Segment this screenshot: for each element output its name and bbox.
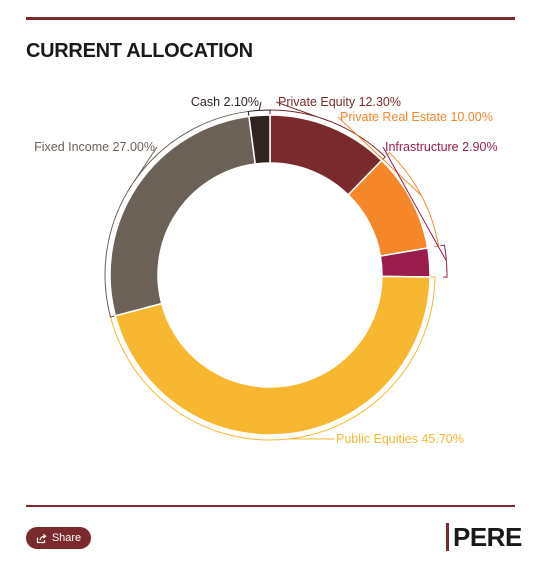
top-rule xyxy=(26,17,515,20)
logo-bar xyxy=(446,523,449,551)
share-label: Share xyxy=(51,532,82,544)
connector-public-equities xyxy=(109,276,436,441)
slice-labels: Private Equity 12.30%Private Real Estate… xyxy=(34,95,497,446)
label-connectors xyxy=(104,101,448,441)
pere-logo: PERE xyxy=(446,522,522,552)
label-cash: Cash 2.10% xyxy=(191,95,259,109)
label-infrastructure: Infrastructure 2.90% xyxy=(385,140,498,154)
connector-private-real-estate xyxy=(337,116,440,248)
donut-slices xyxy=(109,114,431,436)
share-icon xyxy=(36,533,47,544)
bottom-rule xyxy=(26,505,515,507)
connector-infrastructure xyxy=(382,146,448,278)
label-fixed-income: Fixed Income 27.00% xyxy=(34,140,155,154)
logo-text: PERE xyxy=(453,522,522,552)
label-private-real-estate: Private Real Estate 10.00% xyxy=(340,110,493,124)
connector-fixed-income xyxy=(104,110,250,318)
chart-title: CURRENT ALLOCATION xyxy=(26,40,253,62)
connector-private-equity xyxy=(269,101,386,161)
connector-cash xyxy=(247,101,271,116)
slice-public-equities xyxy=(114,275,431,436)
label-private-equity: Private Equity 12.30% xyxy=(278,95,401,109)
share-button[interactable]: Share xyxy=(26,527,91,549)
label-public-equities: Public Equities 45.70% xyxy=(336,432,464,446)
donut-chart: Private Equity 12.30%Private Real Estate… xyxy=(34,95,497,446)
slice-cash xyxy=(248,114,271,165)
